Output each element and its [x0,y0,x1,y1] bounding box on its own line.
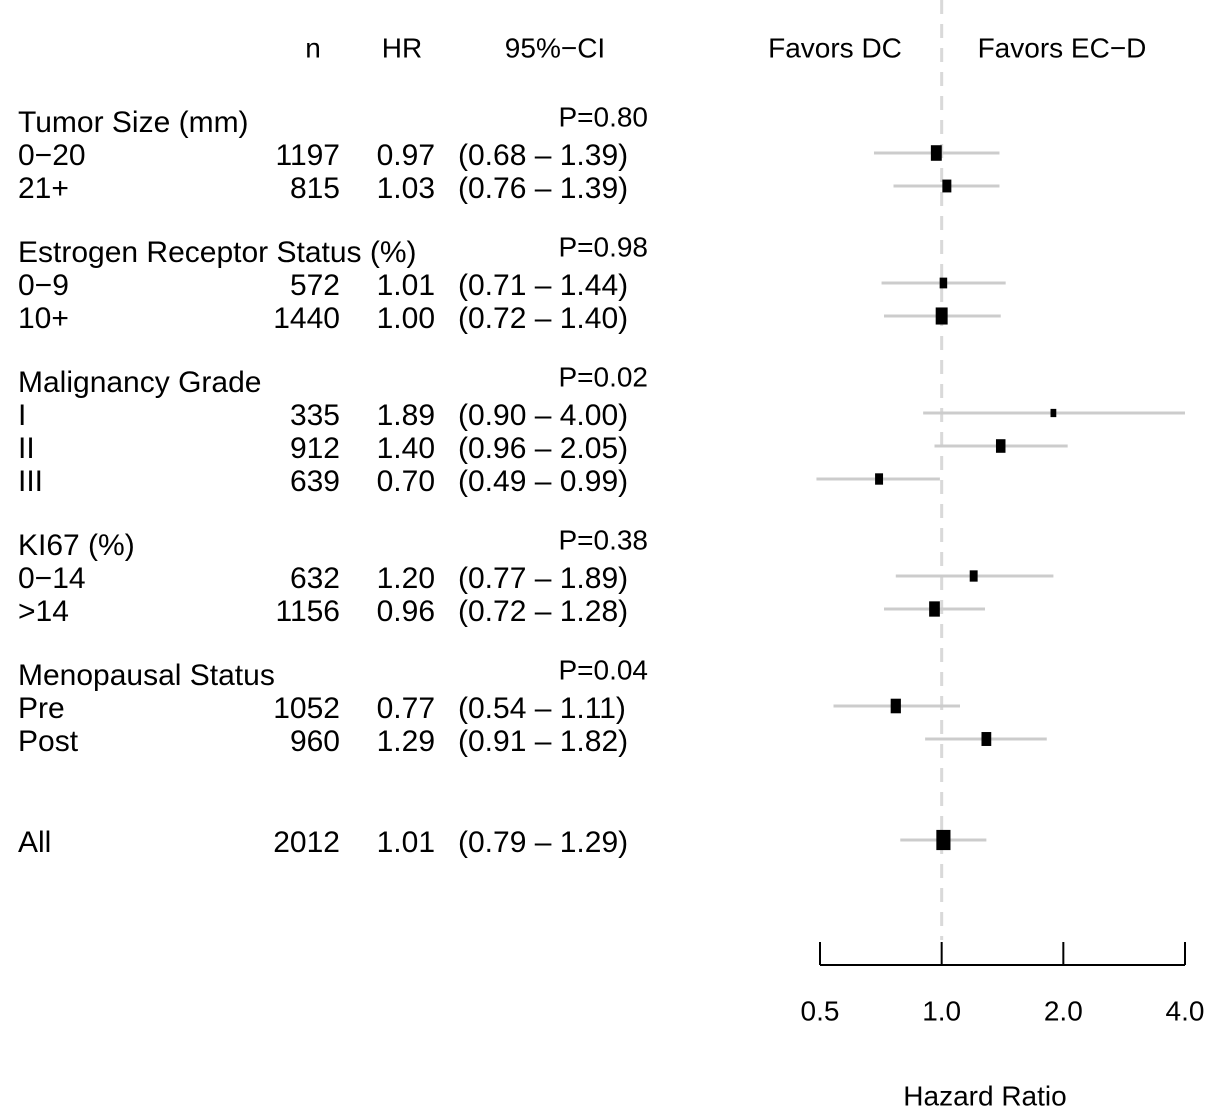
hr-marker [929,601,940,617]
group-title: Malignancy Grade [18,366,261,399]
hr-marker [936,829,951,851]
row-n: 639 [290,465,340,498]
row-label: II [18,432,35,465]
row-ci: (0.71 – 1.44) [458,269,628,302]
row-label: 10+ [18,302,69,335]
header-hr: HR [382,32,422,63]
hr-marker [939,277,948,289]
row-hr: 1.20 [377,562,435,595]
row-label: 0−9 [18,269,69,302]
hr-marker [935,307,948,325]
row-n: 632 [290,562,340,595]
row-ci: (0.68 – 1.39) [458,139,628,172]
group-p-value: P=0.38 [558,524,648,555]
hr-marker [995,439,1006,453]
row-hr: 1.03 [377,172,435,205]
row-label: All [18,826,51,859]
x-tick-label: 2.0 [1044,995,1083,1026]
hr-marker [875,473,884,485]
x-axis-label: Hazard Ratio [903,1080,1066,1111]
row-ci: (0.90 – 4.00) [458,399,628,432]
row-n: 2012 [273,826,340,859]
row-hr: 1.01 [377,269,435,302]
row-n: 1156 [275,595,340,628]
row-ci: (0.54 – 1.11) [458,692,626,725]
header-ci: 95%−CI [505,32,605,63]
row-ci: (0.79 – 1.29) [458,826,628,859]
row-label: I [18,399,26,432]
hr-marker [942,179,952,193]
favors-left: Favors DC [768,32,902,63]
row-label: 0−20 [18,139,86,172]
group-p-value: P=0.80 [558,101,648,132]
hr-marker [930,145,942,161]
row-label: 0−14 [18,562,86,595]
row-n: 1052 [273,692,340,725]
hr-marker [969,570,978,582]
row-ci: (0.49 – 0.99) [458,465,628,498]
row-ci: (0.91 – 1.82) [458,725,628,758]
favors-right: Favors EC−D [978,32,1147,63]
row-hr: 0.70 [377,465,435,498]
group-title: Tumor Size (mm) [18,106,249,139]
group-p-value: P=0.02 [558,361,648,392]
row-label: >14 [18,595,69,628]
row-hr: 1.40 [377,432,435,465]
group-p-value: P=0.98 [558,231,648,262]
row-n: 960 [290,725,340,758]
group-p-value: P=0.04 [558,654,648,685]
row-hr: 0.77 [377,692,435,725]
row-n: 815 [290,172,340,205]
header-n: n [305,32,321,63]
row-hr: 1.00 [377,302,435,335]
row-label: Pre [18,692,65,725]
group-title: Estrogen Receptor Status (%) [18,236,417,269]
group-title: Menopausal Status [18,659,275,692]
row-n: 1197 [275,139,340,172]
row-hr: 1.01 [377,826,435,859]
row-hr: 0.97 [377,139,435,172]
group-title: KI67 (%) [18,529,135,562]
row-ci: (0.96 – 2.05) [458,432,628,465]
row-ci: (0.76 – 1.39) [458,172,628,205]
row-n: 1440 [273,302,340,335]
x-tick-label: 4.0 [1166,995,1205,1026]
hr-marker [890,698,901,714]
row-label: III [18,465,43,498]
row-hr: 0.96 [377,595,435,628]
row-label: Post [18,725,79,758]
row-label: 21+ [18,172,69,205]
x-tick-label: 1.0 [922,995,961,1026]
row-n: 572 [290,269,340,302]
row-ci: (0.72 – 1.40) [458,302,628,335]
row-ci: (0.77 – 1.89) [458,562,628,595]
row-n: 335 [290,399,340,432]
row-n: 912 [290,432,340,465]
row-ci: (0.72 – 1.28) [458,595,628,628]
hr-marker [1050,408,1057,418]
row-hr: 1.89 [377,399,435,432]
x-tick-label: 0.5 [801,995,840,1026]
row-hr: 1.29 [377,725,435,758]
hr-marker [981,732,992,746]
